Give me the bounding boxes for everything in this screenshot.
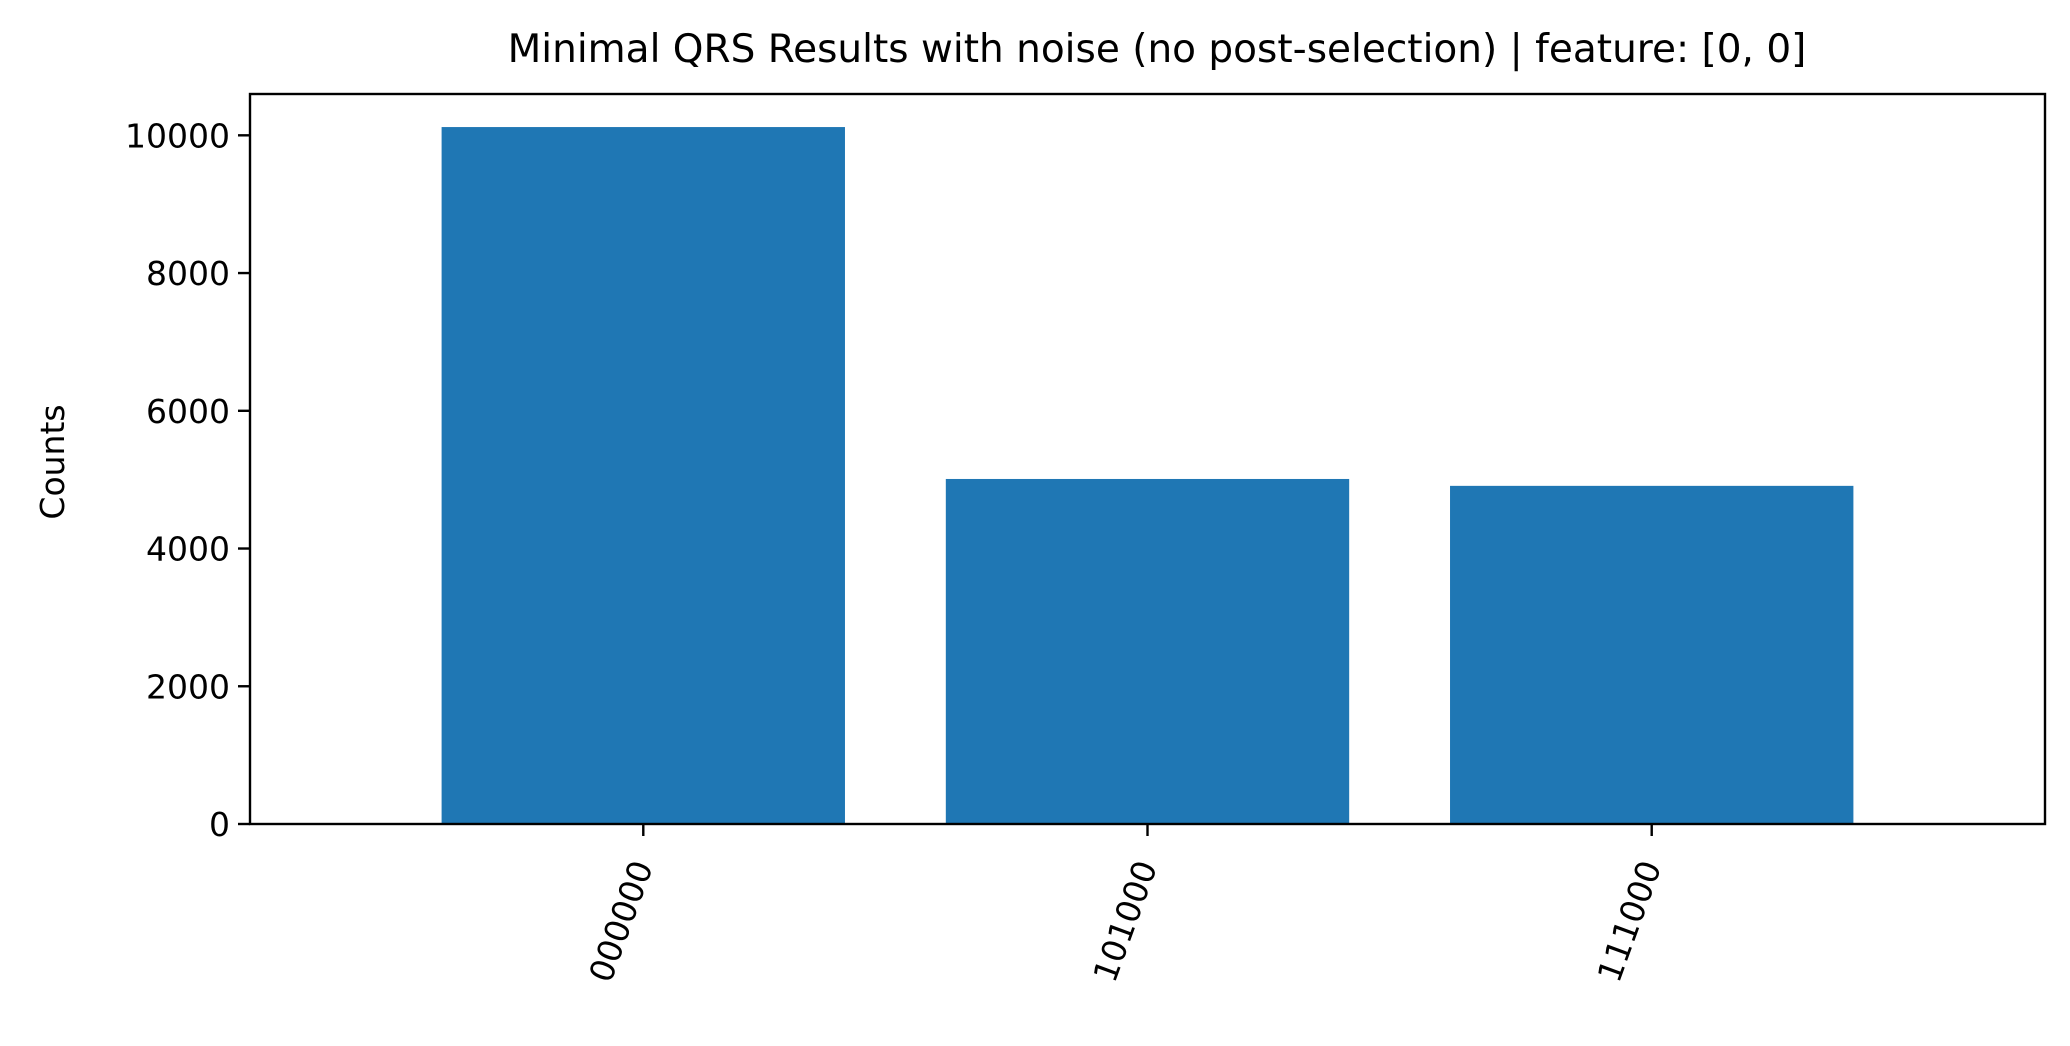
- bar-101000: [945, 478, 1350, 824]
- y-ticks-group: 0 2000 4000 6000 8000 10000: [125, 116, 250, 844]
- y-tick-label: 10000: [125, 116, 230, 155]
- y-tick-label: 8000: [146, 254, 230, 293]
- bar-111000: [1450, 485, 1854, 824]
- y-tick-label: 4000: [146, 530, 230, 569]
- y-tick-label: 6000: [146, 392, 230, 431]
- y-tick-label: 2000: [146, 667, 230, 706]
- bar-000000: [441, 127, 845, 825]
- bars-group: [441, 127, 1854, 825]
- plot-frame: [248, 92, 2047, 826]
- y-tick-label: 0: [209, 805, 230, 844]
- chart-title: Minimal QRS Results with noise (no post-…: [508, 27, 1807, 72]
- y-axis-label: Counts: [33, 404, 72, 519]
